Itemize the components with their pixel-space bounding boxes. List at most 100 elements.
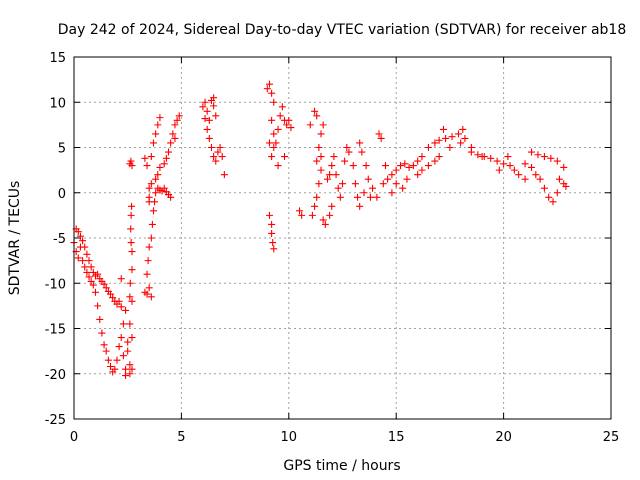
data-point xyxy=(321,220,329,228)
data-point xyxy=(160,160,168,168)
data-point xyxy=(547,154,555,162)
data-point xyxy=(148,220,156,228)
data-point xyxy=(216,144,224,151)
data-point xyxy=(424,144,432,151)
data-point xyxy=(119,320,127,328)
data-point xyxy=(207,144,215,151)
data-point xyxy=(326,171,334,179)
data-point xyxy=(405,163,413,171)
data-point xyxy=(379,180,387,188)
data-point xyxy=(528,163,536,171)
data-point xyxy=(388,171,396,179)
data-point xyxy=(354,193,362,201)
data-point xyxy=(126,293,134,301)
data-point xyxy=(100,280,108,288)
data-point xyxy=(210,153,218,161)
data-point xyxy=(315,180,323,188)
data-point xyxy=(270,98,278,106)
data-point xyxy=(265,139,273,147)
data-point xyxy=(144,257,152,265)
data-point xyxy=(210,102,218,110)
data-point xyxy=(534,151,542,159)
data-point xyxy=(205,116,213,124)
data-point xyxy=(87,277,95,285)
data-point xyxy=(147,234,155,242)
data-point xyxy=(392,166,400,174)
data-point xyxy=(500,160,508,168)
data-point xyxy=(510,166,518,174)
data-point xyxy=(85,257,93,265)
data-point xyxy=(81,263,89,271)
data-point xyxy=(128,202,136,210)
data-point xyxy=(414,157,422,165)
data-point xyxy=(268,153,276,161)
x-tick-label: 5 xyxy=(177,430,185,445)
data-point xyxy=(457,139,465,147)
data-point xyxy=(104,356,112,364)
data-point xyxy=(122,306,130,314)
data-point xyxy=(173,116,181,124)
data-point xyxy=(210,94,218,102)
data-point xyxy=(145,193,153,201)
data-point xyxy=(278,103,286,111)
data-point xyxy=(74,254,82,262)
data-point xyxy=(149,207,157,215)
data-point xyxy=(319,216,327,224)
data-point xyxy=(446,144,454,151)
y-tick-label: 0 xyxy=(58,187,66,202)
data-point xyxy=(122,372,130,380)
data-point xyxy=(540,153,548,161)
data-point xyxy=(143,162,151,170)
data-point xyxy=(169,130,177,138)
data-point xyxy=(339,180,346,188)
data-point xyxy=(268,229,276,237)
data-point xyxy=(409,162,417,170)
data-point xyxy=(442,134,450,142)
data-point xyxy=(521,175,529,183)
data-point xyxy=(328,162,336,170)
data-point xyxy=(521,160,529,168)
data-point xyxy=(212,157,220,165)
data-point xyxy=(454,130,462,138)
x-tick-label: 25 xyxy=(603,430,620,445)
data-point xyxy=(102,284,110,292)
data-point xyxy=(562,182,570,190)
data-point xyxy=(504,153,512,161)
data-point xyxy=(532,171,540,179)
data-point xyxy=(79,257,87,265)
data-point xyxy=(128,248,136,256)
data-point xyxy=(89,268,97,276)
data-point xyxy=(141,154,149,162)
data-point xyxy=(113,356,121,364)
data-point xyxy=(126,370,134,378)
data-point xyxy=(334,184,342,192)
data-point xyxy=(317,153,325,161)
data-point xyxy=(349,162,357,170)
data-point xyxy=(115,343,123,351)
data-point xyxy=(154,121,162,129)
data-point xyxy=(336,193,344,201)
data-point xyxy=(145,184,153,192)
data-point xyxy=(540,184,548,192)
data-point xyxy=(549,198,557,206)
data-point xyxy=(152,189,160,197)
data-point xyxy=(274,125,282,133)
data-point xyxy=(81,243,89,251)
data-point xyxy=(145,243,153,251)
y-axis-label: SDTVAR / TECUs xyxy=(7,181,23,296)
data-point xyxy=(356,202,364,210)
data-point xyxy=(306,121,314,129)
data-point xyxy=(143,290,151,298)
data-point xyxy=(128,365,136,373)
data-point xyxy=(212,112,220,120)
data-point xyxy=(145,284,153,292)
x-tick-label: 20 xyxy=(495,430,512,445)
data-point xyxy=(83,250,91,258)
data-point xyxy=(220,171,228,179)
data-point xyxy=(553,157,561,165)
data-point xyxy=(296,207,304,215)
data-point xyxy=(281,153,289,161)
data-point xyxy=(343,144,351,151)
data-point xyxy=(272,139,280,147)
data-point xyxy=(439,125,447,133)
